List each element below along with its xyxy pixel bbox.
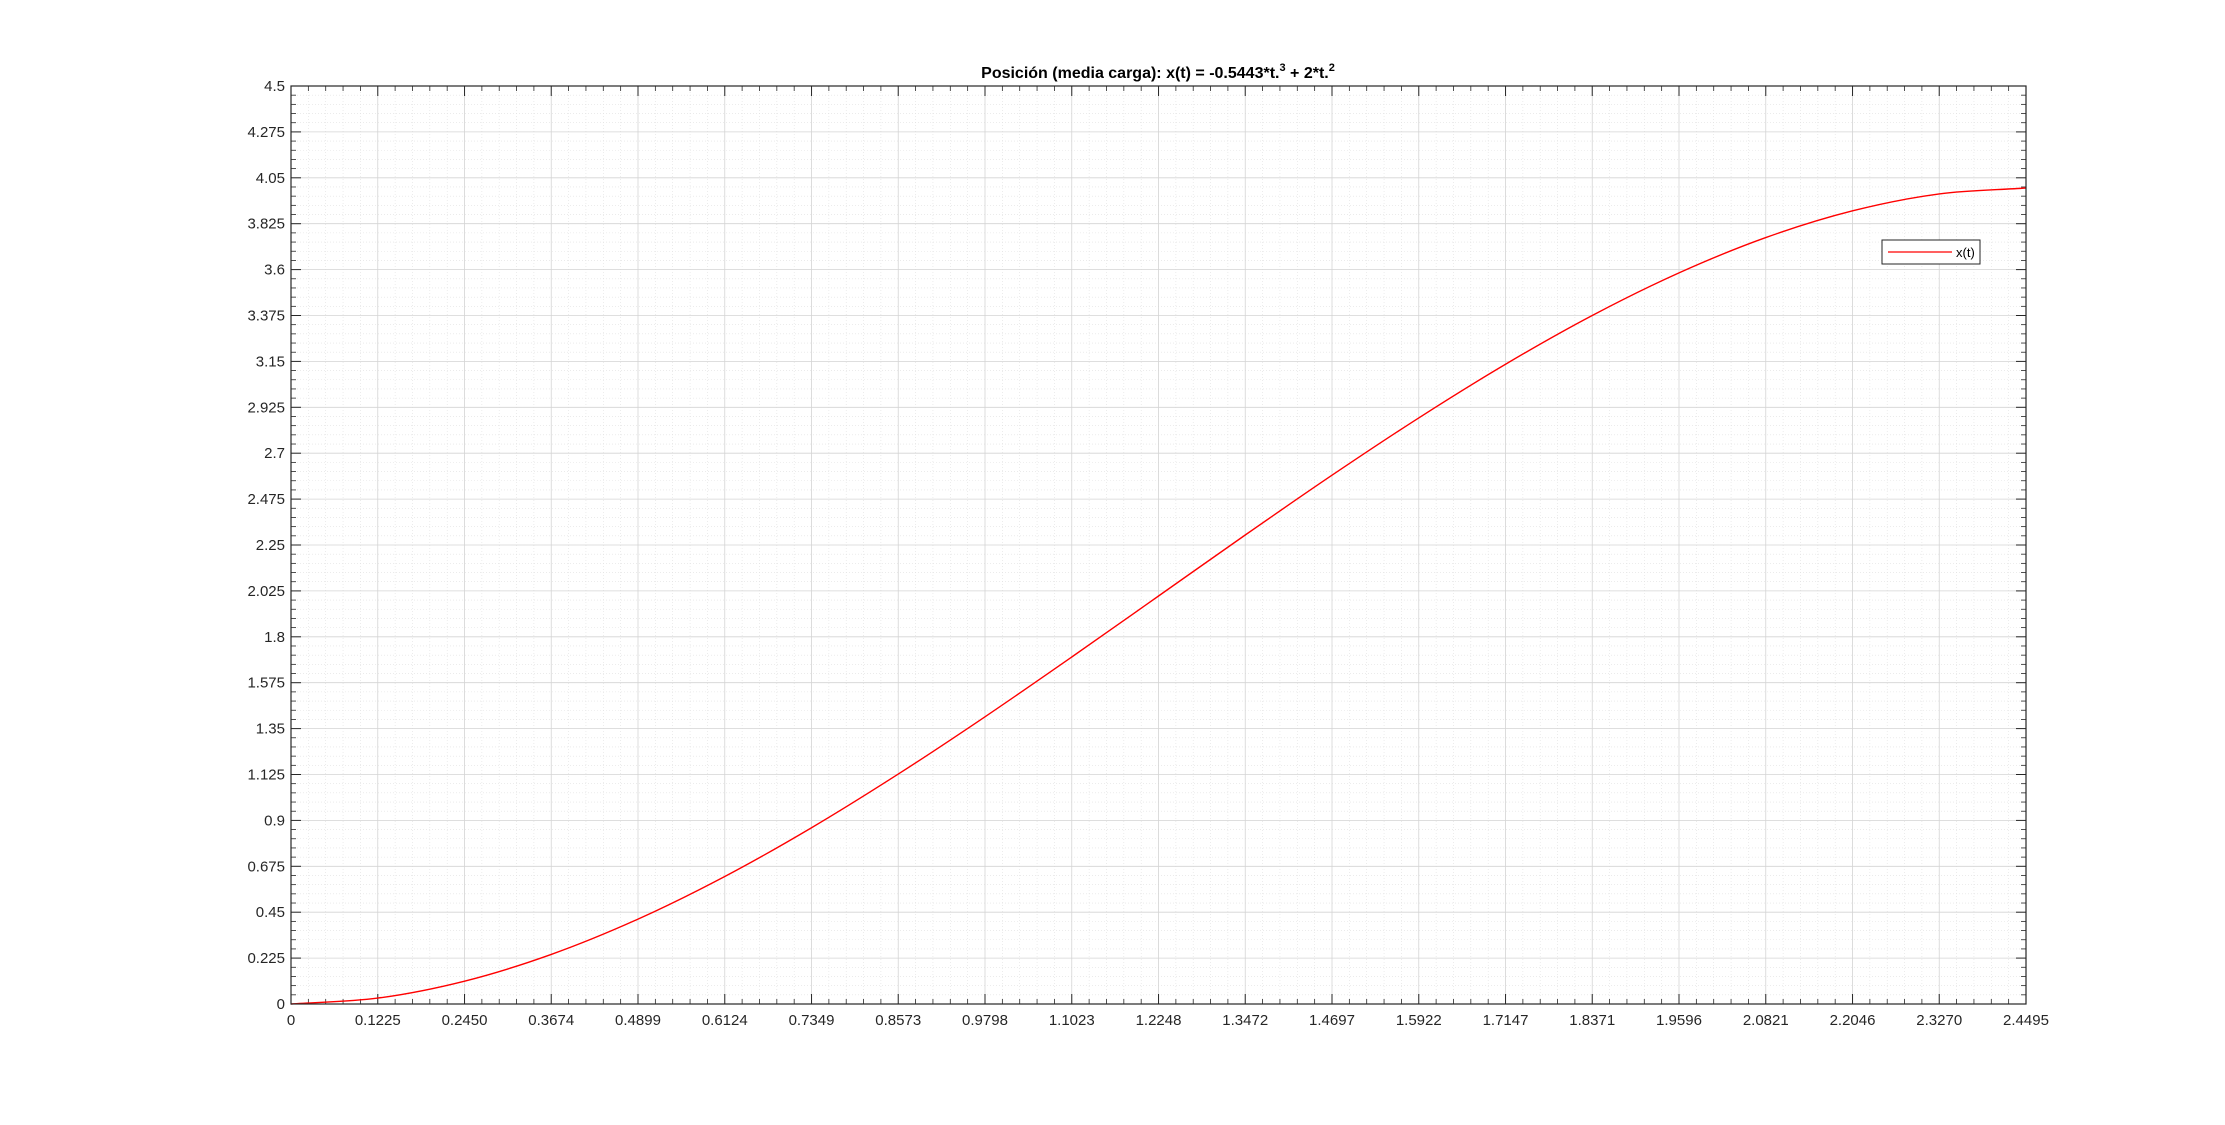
chart-title-exponent-1: 3: [1279, 62, 1285, 74]
series-line-x-t: [290, 187, 2027, 1005]
y-tick-label: 2.25: [256, 537, 285, 554]
x-tick-label: 0.2450: [442, 1012, 488, 1029]
y-tick-label: 4.275: [247, 124, 285, 141]
x-tick-label: 0: [287, 1012, 295, 1029]
series-layer: [290, 187, 2027, 1005]
axis-ticks: [290, 85, 2027, 1005]
y-tick-label: 0.225: [247, 950, 285, 967]
x-tick-label: 2.4495: [2003, 1012, 2049, 1029]
y-tick-label: 3.6: [264, 262, 285, 279]
chart-title: Posición (media carga): x(t) = -0.5443*t…: [981, 62, 1335, 82]
y-tick-label: 1.8: [264, 629, 285, 646]
x-tick-label: 0.1225: [355, 1012, 401, 1029]
x-tick-label: 2.2046: [1830, 1012, 1876, 1029]
y-tick-label: 0.675: [247, 858, 285, 875]
y-tick-label: 1.125: [247, 767, 285, 784]
x-tick-label: 1.9596: [1656, 1012, 1702, 1029]
x-tick-label: 0.8573: [875, 1012, 921, 1029]
x-tick-label: 1.3472: [1222, 1012, 1268, 1029]
x-tick-label: 0.6124: [702, 1012, 748, 1029]
x-tick-label: 2.0821: [1743, 1012, 1789, 1029]
x-tick-label: 1.7147: [1483, 1012, 1529, 1029]
y-tick-label: 3.825: [247, 216, 285, 233]
axes-box: [290, 85, 2027, 1005]
y-tick-label: 0.9: [264, 812, 285, 829]
x-tick-label: 1.4697: [1309, 1012, 1355, 1029]
x-tick-label: 1.1023: [1049, 1012, 1095, 1029]
x-tick-label: 0.9798: [962, 1012, 1008, 1029]
x-tick-label: 1.8371: [1569, 1012, 1615, 1029]
x-tick-label: 1.2248: [1136, 1012, 1182, 1029]
y-tick-label: 2.7: [264, 445, 285, 462]
legend: x(t): [1881, 239, 1981, 265]
x-tick-label: 1.5922: [1396, 1012, 1442, 1029]
legend-entry-label: x(t): [1956, 245, 1975, 260]
y-tick-label: 4.05: [256, 170, 285, 187]
major-grid: [290, 85, 2027, 1005]
y-tick-label: 2.925: [247, 399, 285, 416]
y-tick-label: 3.15: [256, 353, 285, 370]
y-tick-label: 1.35: [256, 721, 285, 738]
chart-title-exponent-2: 2: [1329, 62, 1335, 74]
y-tick-label: 3.375: [247, 308, 285, 325]
chart-title-middle: + 2*t.: [1286, 65, 1329, 82]
x-tick-label: 0.4899: [615, 1012, 661, 1029]
y-tick-label: 2.475: [247, 491, 285, 508]
y-tick-label: 2.025: [247, 583, 285, 600]
chart-title-main: Posición (media carga): x(t) = -0.5443*t…: [981, 65, 1279, 82]
x-tick-labels: 0 0.1225 0.2450 0.3674 0.4899 0.6124 0.7349 0.8…: [287, 1012, 2049, 1029]
x-tick-label: 0.3674: [528, 1012, 574, 1029]
x-tick-label: 0.7349: [789, 1012, 835, 1029]
y-tick-labels: 0 0.225 0.45 0.675 0.9 1.125 1.35 1.575 1.8 2.025…: [247, 78, 285, 1013]
y-tick-label: 0.45: [256, 904, 285, 921]
y-tick-label: 0: [277, 996, 285, 1013]
x-tick-label: 2.3270: [1916, 1012, 1962, 1029]
y-tick-label: 4.5: [264, 78, 285, 95]
y-tick-label: 1.575: [247, 675, 285, 692]
